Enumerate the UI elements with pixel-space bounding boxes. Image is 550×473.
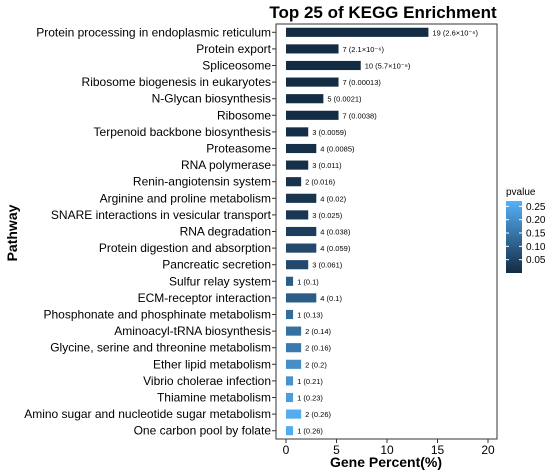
bar [286, 94, 324, 104]
category-label: ECM-receptor interaction [138, 291, 271, 305]
category-label: Pancreatic secretion [162, 258, 271, 272]
x-axis-title: Gene Percent(%) [330, 454, 442, 470]
bar-value-label: 2 (0.14) [305, 327, 331, 336]
bar [286, 243, 317, 253]
bar-value-label: 1 (0.23) [297, 394, 323, 403]
category-label: Ether lipid metabolism [153, 357, 271, 371]
category-label: Protein digestion and absorption [99, 241, 271, 255]
category-label: Protein export [196, 42, 271, 56]
bar-value-label: 2 (0.2) [305, 360, 327, 369]
bar [286, 60, 361, 71]
bar-value-label: 2 (0.16) [305, 344, 331, 353]
bar [286, 359, 302, 369]
category-label: Thiamine metabolism [157, 391, 271, 405]
bars [286, 27, 429, 436]
bar [286, 260, 309, 270]
bar-value-label: 3 (0.0059) [312, 128, 347, 137]
x-tick-label: 15 [431, 443, 445, 457]
bar-value-label: 2 (0.016) [305, 178, 336, 187]
category-label: N-Glycan biosynthesis [152, 92, 271, 106]
bar [286, 160, 309, 170]
legend-colorbar [506, 201, 522, 273]
bar-value-label: 3 (0.025) [312, 211, 343, 220]
bar-value-label: 4 (0.059) [320, 244, 351, 253]
legend-tick-label: 0.10 [526, 242, 546, 253]
category-label: Aminoacyl-tRNA biosynthesis [114, 324, 271, 338]
category-label: Proteasome [206, 142, 271, 156]
category-label: Glycine, serine and threonine metabolism [50, 341, 271, 355]
bar-value-label: 4 (0.1) [320, 294, 342, 303]
bar-value-label: 7 (0.00013) [343, 78, 382, 87]
category-label: Terpenoid backbone biosynthesis [94, 125, 271, 139]
bar-labels: 19 (2.6×10⁻⁶) 7 (2.1×10⁻⁶) 10 (5.7×10⁻⁶) 7 … [297, 28, 478, 435]
category-label: SNARE interactions in vesicular transpor… [51, 208, 272, 222]
bar-value-label: 4 (0.0085) [320, 145, 355, 154]
y-axis-title: Pathway [4, 204, 20, 261]
category-label: Arginine and proline metabolism [100, 191, 271, 205]
bar [286, 376, 294, 386]
bar-value-label: 7 (2.1×10⁻⁶) [343, 45, 385, 54]
category-label: Sulfur relay system [169, 274, 271, 288]
bar-value-label: 7 (0.0038) [343, 111, 378, 120]
bar [286, 276, 294, 286]
x-axis-ticks: 0 5 10 15 20 [283, 439, 495, 457]
bar [286, 127, 309, 137]
bar-value-label: 2 (0.26) [305, 410, 331, 419]
bar [286, 193, 317, 203]
legend-tick-label: 0.20 [526, 215, 546, 226]
x-tick-label: 20 [481, 443, 495, 457]
x-tick-label: 0 [283, 443, 290, 457]
bar [286, 27, 429, 37]
legend-tick-label: 0.25 [526, 202, 546, 213]
category-label: Phosphonate and phosphinate metabolism [44, 308, 272, 322]
category-label: Protein processing in endoplasmic reticu… [36, 25, 271, 39]
bar [286, 77, 339, 87]
legend-tick-label: 0.15 [526, 229, 546, 240]
bar-value-label: 19 (2.6×10⁻⁶) [432, 28, 478, 37]
category-label: RNA degradation [180, 225, 271, 239]
x-tick-label: 5 [333, 443, 340, 457]
category-label: Ribosome [217, 108, 271, 122]
bar-value-label: 3 (0.061) [312, 261, 343, 270]
bar [286, 409, 302, 419]
bar [286, 326, 302, 336]
bar [286, 343, 302, 353]
bar [286, 110, 339, 120]
legend-tick-label: 0.05 [526, 255, 546, 266]
bar-value-label: 5 (0.0021) [327, 95, 362, 104]
bar-value-label: 1 (0.13) [297, 311, 323, 320]
chart-title: Top 25 of KEGG Enrichment [269, 3, 497, 22]
bar [286, 177, 302, 187]
bar-value-label: 1 (0.26) [297, 427, 323, 436]
bar-value-label: 10 (5.7×10⁻⁶) [365, 62, 411, 71]
bar [286, 226, 317, 237]
bar [286, 392, 294, 403]
bar [286, 210, 309, 220]
category-label: Spliceosome [202, 59, 271, 73]
category-label: Ribosome biogenesis in eukaryotes [82, 75, 271, 89]
bar-value-label: 3 (0.011) [312, 161, 342, 170]
bar [286, 44, 339, 54]
legend-title: pvalue [506, 187, 536, 198]
bar-value-label: 1 (0.21) [297, 377, 323, 386]
bar-value-label: 4 (0.038) [320, 228, 351, 237]
category-label: Vibrio cholerae infection [143, 374, 271, 388]
category-label: Amino sugar and nucleotide sugar metabol… [24, 407, 271, 421]
category-label: One carbon pool by folate [134, 424, 272, 438]
legend-ticks: 0.25 0.20 0.15 0.10 0.05 [506, 202, 546, 266]
bar-value-label: 1 (0.1) [297, 277, 319, 286]
bar [286, 426, 294, 436]
category-labels: Protein processing in endoplasmic reticu… [24, 25, 276, 438]
bar-value-label: 4 (0.02) [320, 194, 346, 203]
bar [286, 293, 317, 303]
bar [286, 143, 317, 154]
bar [286, 309, 294, 320]
x-tick-label: 10 [380, 443, 394, 457]
color-legend: pvalue 0.25 0.20 0.15 0.10 0.05 [506, 187, 546, 273]
category-label: RNA polymerase [181, 158, 271, 172]
category-label: Renin-angiotensin system [133, 175, 271, 189]
